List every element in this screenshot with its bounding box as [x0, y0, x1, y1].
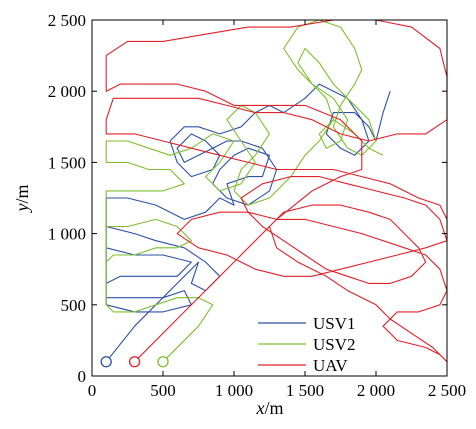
series-line-usv2 [105, 19, 384, 363]
legend-label-usv1: USV1 [313, 314, 356, 333]
x-axis-label: x/m [255, 398, 283, 418]
plot-frame [91, 19, 448, 377]
x-axis-var: x [255, 398, 264, 418]
x-axis-unit: /m [264, 398, 283, 418]
x-tick-label: 2 500 [428, 381, 466, 400]
y-tick-label: 2 000 [48, 82, 86, 101]
y-tick-label: 2 500 [48, 11, 86, 30]
y-axis-unit: /m [12, 184, 32, 203]
y-axis-label: y/m [12, 184, 32, 213]
y-axis-var: y [12, 204, 32, 214]
x-tick-label: 0 [88, 381, 97, 400]
y-tick-label: 1 500 [48, 153, 86, 172]
legend-label-usv2: USV2 [313, 335, 356, 354]
x-tick-label: 500 [150, 381, 176, 400]
series-line-uav [105, 19, 448, 363]
y-tick-label: 500 [61, 296, 87, 315]
start-marker-uav [128, 356, 141, 368]
x-tick-label: 1 000 [215, 381, 253, 400]
legend-label-uav: UAV [313, 356, 348, 375]
series-layer [100, 19, 448, 368]
start-marker-usv1 [100, 356, 112, 368]
tick-layer: 0 500 1 000 1 500 2 000 2 500 0 500 1 000 1 500 2 … [48, 11, 466, 400]
x-tick-label: 2 000 [357, 381, 395, 400]
y-tick-label: 1 000 [48, 225, 86, 244]
legend: USV1 USV2 UAV [258, 314, 356, 375]
start-marker-usv2 [157, 356, 169, 368]
x-tick-label: 1 500 [286, 381, 324, 400]
y-tick-label: 0 [78, 367, 87, 386]
